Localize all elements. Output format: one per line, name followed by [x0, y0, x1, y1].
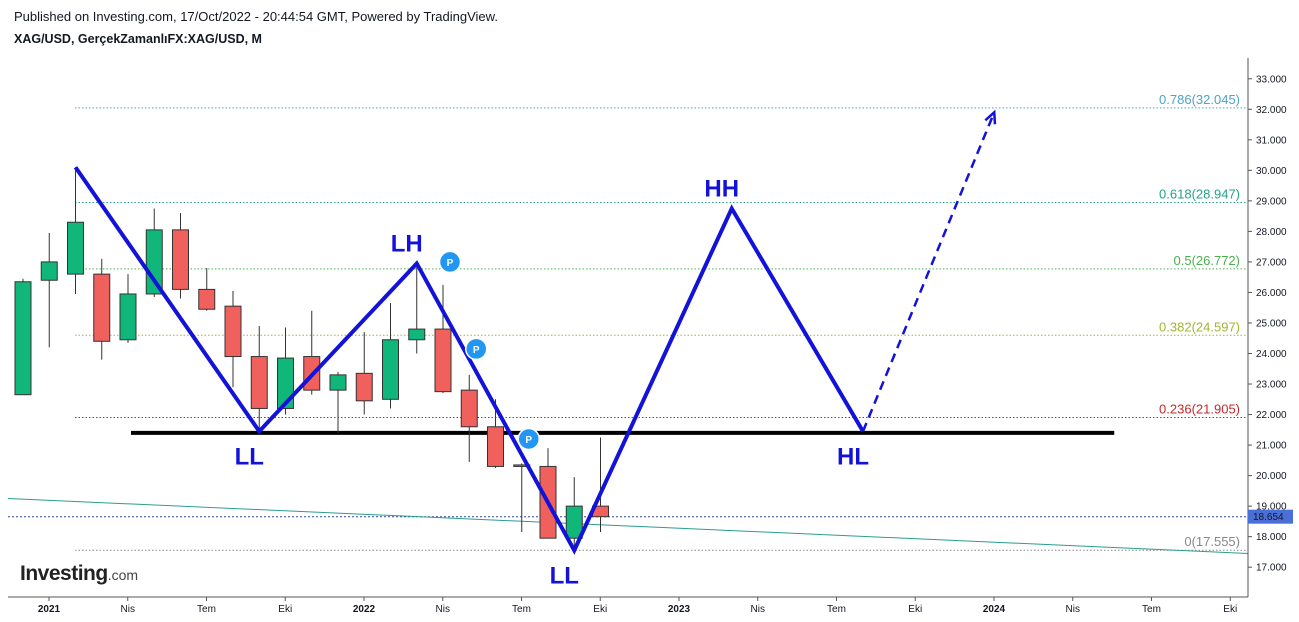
- x-tick-label: Tem: [512, 604, 531, 615]
- y-tick-label: 29.000: [1256, 196, 1287, 207]
- y-tick-label: 28.000: [1256, 227, 1287, 238]
- candle-2021-09: [250, 356, 268, 409]
- x-tick-label: Eki: [908, 604, 922, 615]
- candle-2021-05: [145, 229, 163, 295]
- x-tick-label: Eki: [278, 604, 292, 615]
- y-tick-label: 25.000: [1256, 318, 1287, 329]
- y-tick-label: 22.000: [1256, 410, 1287, 421]
- current-price-badge: [1248, 509, 1293, 524]
- y-tick-label: 27.000: [1256, 257, 1287, 268]
- y-tick-label: 30.000: [1256, 166, 1287, 177]
- wave-label-lh-2: LH: [391, 230, 423, 257]
- wave-lines: [73, 109, 997, 555]
- candle-2020-12: [14, 281, 32, 396]
- current-price-label: 18.654: [1253, 512, 1284, 523]
- axes: 17.000 18.000 19.000 20.000 21.000 22.000 23.0…: [8, 58, 1293, 615]
- y-tick-label: 24.000: [1256, 349, 1287, 360]
- pivot-marker-label-1: P: [473, 345, 480, 356]
- fib-label-0.382: 0.382(24.597): [1159, 319, 1240, 334]
- candle-2021-06: [172, 229, 189, 290]
- x-tick-label: Nis: [1066, 604, 1080, 615]
- fib-label-0.5: 0.5(26.772): [1174, 253, 1241, 268]
- candle-2022-06: [487, 426, 504, 467]
- x-tick-label: Eki: [1223, 604, 1237, 615]
- candle-2021-10: [277, 357, 294, 409]
- candle-2022-01: [355, 372, 373, 402]
- symbol-title: XAG/USD, GerçekZamanlıFX:XAG/USD, M: [14, 32, 262, 46]
- fib-label-0.786: 0.786(32.045): [1159, 92, 1240, 107]
- x-tick-label: Tem: [827, 604, 846, 615]
- candle-2021-12: [329, 374, 347, 391]
- y-tick-label: 17.000: [1256, 563, 1287, 574]
- fibonacci-levels: 0.786(32.045) 0.618(28.947) 0.5(26.772) 0.3…: [8, 92, 1248, 551]
- candle-2022-05: [460, 389, 478, 428]
- y-tick-label: 32.000: [1256, 105, 1287, 116]
- pivot-marker-label-2: P: [525, 435, 532, 446]
- x-tick-label: Eki: [593, 604, 607, 615]
- x-tick-label: Nis: [436, 604, 450, 615]
- pivot-markers: P P P: [438, 250, 540, 451]
- fib-label-0: 0(17.555): [1184, 534, 1240, 549]
- published-note: Published on Investing.com, 17/Oct/2022 …: [14, 9, 498, 24]
- candle-2022-09: [565, 505, 583, 539]
- x-tick-label: 2024: [983, 604, 1006, 615]
- y-tick-label: 26.000: [1256, 288, 1287, 299]
- x-tick-label: Tem: [197, 604, 216, 615]
- descending-trend-line: [7, 498, 1249, 554]
- candle-2021-08: [224, 305, 242, 358]
- projection-line: [861, 111, 996, 432]
- logo-main-text: Investing: [20, 562, 108, 585]
- x-tick-label: 2021: [38, 604, 61, 615]
- y-tick-label: 20.000: [1256, 471, 1287, 482]
- y-tick-label: 18.000: [1256, 532, 1287, 543]
- candle-2022-04: [434, 328, 452, 393]
- candle-2021-01: [40, 261, 58, 281]
- candle-2021-07: [198, 288, 216, 310]
- x-tick-label: 2023: [668, 604, 691, 615]
- y-tick-label: 19.000: [1256, 502, 1287, 513]
- investing-logo: Investing.com: [20, 562, 138, 586]
- wave-label-ll-3: LL: [550, 562, 579, 589]
- wave-labels: LL LH LL HH HL: [235, 176, 869, 590]
- pivot-marker-1: [465, 337, 488, 361]
- fib-label-0.618: 0.618(28.947): [1159, 186, 1240, 201]
- y-tick-label: 31.000: [1256, 135, 1287, 146]
- x-tick-label: Tem: [1142, 604, 1161, 615]
- wave-zigzag: [73, 166, 865, 555]
- fib-label-0.236: 0.236(21.905): [1159, 401, 1240, 416]
- pivot-marker-2: [517, 427, 540, 451]
- trend-lines: [7, 430, 1249, 554]
- pivot-marker-label-0: P: [447, 258, 454, 269]
- pivot-marker-0: [438, 250, 462, 274]
- x-tick-label: Nis: [121, 604, 135, 615]
- candle-2022-03: [408, 328, 426, 341]
- candle-2021-03: [93, 273, 111, 342]
- candle-2021-02: [67, 221, 84, 275]
- candles: [14, 167, 609, 551]
- y-tick-label: 23.000: [1256, 380, 1287, 391]
- wave-label-hl-5: HL: [837, 443, 869, 470]
- x-tick-label: 2022: [353, 604, 376, 615]
- wave-label-hh-4: HH: [704, 176, 739, 203]
- wave-label-ll-1: LL: [235, 443, 264, 470]
- projection-arrowhead: [984, 109, 997, 125]
- y-tick-label: 21.000: [1256, 441, 1287, 452]
- logo-sub-text: .com: [107, 567, 139, 583]
- y-tick-label: 33.000: [1256, 74, 1287, 85]
- x-tick-label: Nis: [751, 604, 765, 615]
- candle-2022-02: [382, 339, 399, 400]
- candle-2021-04: [119, 293, 137, 341]
